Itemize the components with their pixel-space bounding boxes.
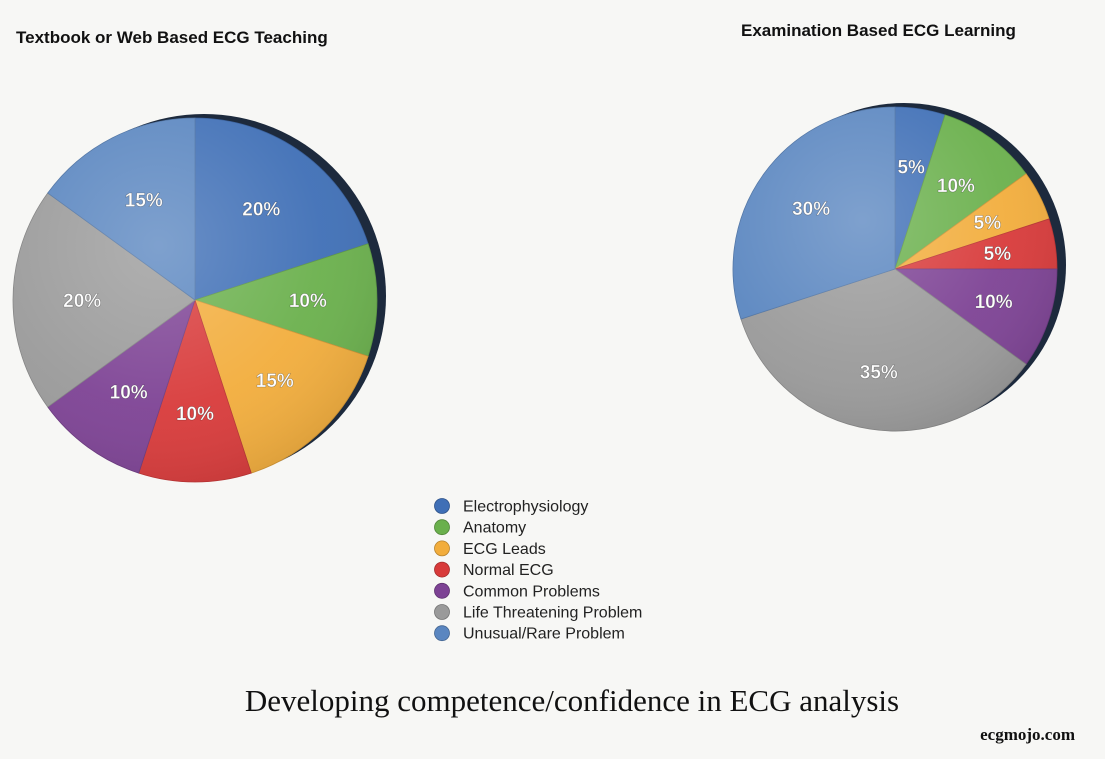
slice-label-examination-life-threatening-problem: 35%	[860, 362, 898, 383]
slice-label-textbook-electrophysiology: 20%	[242, 200, 280, 221]
slice-label-textbook-life-threatening-problem: 20%	[63, 291, 101, 312]
legend-item-ecg-leads: ECG Leads	[434, 540, 546, 558]
slice-label-textbook-normal-ecg: 10%	[176, 404, 214, 425]
legend-label: Electrophysiology	[463, 499, 588, 516]
legend-swatch	[434, 604, 450, 620]
slice-label-textbook-ecg-leads: 15%	[256, 371, 294, 392]
legend: Electrophysiology Anatomy ECG Leads Normal …	[434, 498, 642, 643]
legend-label: Common Problems	[463, 583, 600, 600]
chart-title-textbook: Textbook or Web Based ECG Teaching	[16, 28, 328, 47]
legend-swatch	[434, 498, 450, 514]
slice-label-examination-ecg-leads: 5%	[974, 213, 1002, 234]
pie-chart-examination: 5% 10% 5% 5% 10% 35% 30%	[732, 103, 1066, 432]
slice-label-textbook-anatomy: 10%	[289, 291, 327, 312]
legend-item-common-problems: Common Problems	[434, 582, 600, 600]
slice-label-examination-normal-ecg: 5%	[984, 244, 1012, 265]
slice-label-examination-electrophysiology: 5%	[897, 158, 925, 179]
site-watermark: ecgmojo.com	[980, 725, 1075, 744]
legend-label: ECG Leads	[463, 541, 546, 558]
legend-swatch	[434, 582, 450, 599]
pie-chart-textbook: 20% 10% 15% 10% 10% 20% 15%	[12, 114, 386, 483]
legend-swatch	[434, 561, 450, 578]
slice-label-textbook-common-problems: 10%	[110, 382, 148, 403]
legend-label: Normal ECG	[463, 562, 554, 579]
legend-label: Life Threatening Problem	[463, 605, 642, 622]
legend-item-unusual-rare-problem: Unusual/Rare Problem	[434, 625, 625, 643]
pie-gloss-overlay	[13, 118, 377, 482]
slice-label-examination-common-problems: 10%	[975, 292, 1013, 313]
slice-label-textbook-unusual-rare-problem: 15%	[125, 190, 163, 211]
slice-label-examination-anatomy: 10%	[937, 176, 975, 197]
legend-swatch	[434, 519, 450, 536]
pie-gloss-overlay	[733, 107, 1057, 431]
legend-label: Unusual/Rare Problem	[463, 626, 625, 643]
legend-item-life-threatening-problem: Life Threatening Problem	[434, 604, 642, 622]
figure-caption: Developing competence/confidence in ECG …	[245, 683, 899, 718]
legend-swatch	[434, 625, 450, 642]
legend-swatch	[434, 540, 450, 557]
legend-label: Anatomy	[463, 520, 526, 537]
legend-item-electrophysiology: Electrophysiology	[434, 498, 588, 516]
chart-title-examination: Examination Based ECG Learning	[741, 21, 1016, 40]
slice-label-examination-unusual-rare-problem: 30%	[792, 199, 830, 220]
legend-item-normal-ecg: Normal ECG	[434, 561, 554, 579]
legend-item-anatomy: Anatomy	[434, 519, 526, 537]
